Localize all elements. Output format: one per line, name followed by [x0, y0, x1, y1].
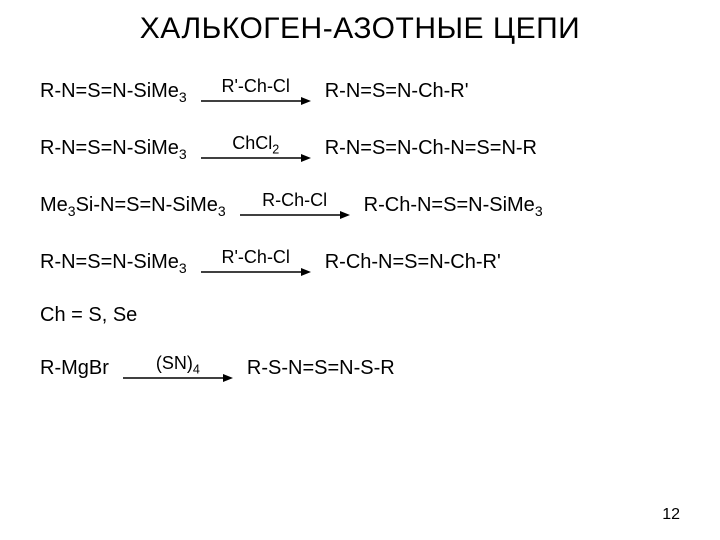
reaction-arrow: (SN)4	[123, 353, 233, 384]
product: R-N=S=N-Ch-N=S=N-R	[325, 137, 537, 160]
definition-note: Ch = S, Se	[40, 304, 720, 327]
arrow-icon	[123, 372, 233, 384]
reagent-label: R'-Ch-Cl	[222, 247, 290, 268]
arrow-icon	[201, 152, 311, 164]
reagent-label: R'-Ch-Cl	[222, 76, 290, 97]
product: R-Ch-N=S=N-SiMe3	[364, 194, 543, 217]
arrow-icon	[240, 209, 350, 221]
reactant: R-MgBr	[40, 357, 109, 380]
reagent-label: (SN)4	[156, 353, 200, 374]
arrow-icon	[201, 95, 311, 107]
product: R-N=S=N-Ch-R'	[325, 80, 469, 103]
product: R-Ch-N=S=N-Ch-R'	[325, 251, 501, 274]
reaction-row: R-N=S=N-SiMe3 R'-Ch-Cl R-N=S=N-Ch-R'	[40, 76, 680, 107]
reactant: R-N=S=N-SiMe3	[40, 80, 187, 103]
reaction-row: R-MgBr (SN)4 R-S-N=S=N-S-R	[40, 353, 680, 384]
reaction-row: R-N=S=N-SiMe3 ChCl2 R-N=S=N-Ch-N=S=N-R	[40, 133, 680, 164]
reaction-list: R-N=S=N-SiMe3 R'-Ch-Cl R-N=S=N-Ch-R' R-N…	[0, 56, 720, 278]
page-title: ХАЛЬКОГЕН-АЗОТНЫЕ ЦЕПИ	[0, 0, 720, 56]
reaction-arrow: R'-Ch-Cl	[201, 76, 311, 107]
reaction-arrow: ChCl2	[201, 133, 311, 164]
reactant: R-N=S=N-SiMe3	[40, 251, 187, 274]
arrow-icon	[201, 266, 311, 278]
product: R-S-N=S=N-S-R	[247, 357, 395, 380]
page-number: 12	[662, 506, 680, 524]
reaction-arrow: R-Ch-Cl	[240, 190, 350, 221]
reagent-label: ChCl2	[232, 133, 279, 154]
reagent-label: R-Ch-Cl	[262, 190, 327, 211]
reactant: Me3Si-N=S=N-SiMe3	[40, 194, 226, 217]
reaction-row: R-N=S=N-SiMe3 R'-Ch-Cl R-Ch-N=S=N-Ch-R'	[40, 247, 680, 278]
reaction-arrow: R'-Ch-Cl	[201, 247, 311, 278]
reactant: R-N=S=N-SiMe3	[40, 137, 187, 160]
reaction-row: Me3Si-N=S=N-SiMe3 R-Ch-Cl R-Ch-N=S=N-SiM…	[40, 190, 680, 221]
